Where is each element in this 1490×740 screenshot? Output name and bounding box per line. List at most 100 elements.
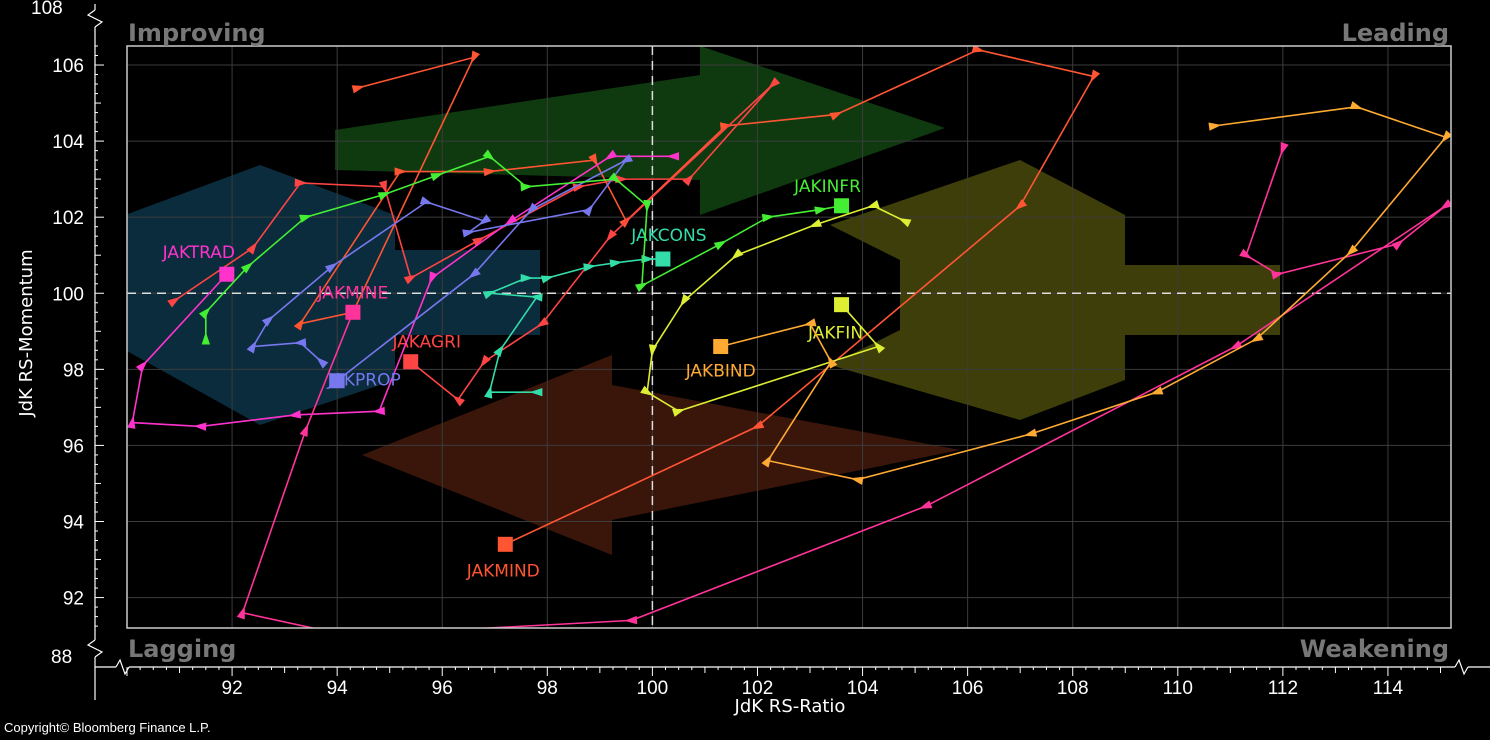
lagging-arrow (127, 165, 540, 425)
series-tail-line (646, 204, 905, 413)
series-label: JAKMINE (317, 283, 389, 303)
y-tick-label: 98 (63, 360, 84, 381)
tail-point-marker (429, 271, 438, 285)
tail-point-marker (430, 172, 444, 182)
tail-point-marker (520, 273, 534, 283)
tail-point-marker (529, 387, 543, 397)
x-axis-label: JdK RS-Ratio (734, 696, 846, 717)
copyright: Copyright© Bloomberg Finance L.P. (4, 720, 211, 735)
tail-point-marker (504, 214, 518, 226)
series-jaktrad: JAKTRAD (127, 149, 680, 431)
tail-point-marker (470, 50, 480, 64)
tail-point-marker (1014, 198, 1028, 211)
tail-point-marker (127, 415, 136, 429)
tail-point-marker (201, 331, 210, 345)
x-tick-label: 98 (537, 678, 558, 699)
tail-point-marker (971, 46, 985, 53)
tail-point-marker (682, 173, 694, 187)
tail-point-marker (293, 338, 307, 347)
tail-point-marker (482, 149, 495, 161)
tail-point-marker (606, 229, 618, 242)
series-tail-line (720, 106, 1448, 481)
quadrant-label-improving: Improving (128, 19, 266, 47)
tail-point-marker (299, 214, 313, 223)
tail-point-marker (378, 180, 387, 194)
tail-point-marker (468, 267, 481, 279)
x-tick-label: 110 (1163, 678, 1193, 699)
tail-point-marker (493, 344, 505, 358)
tail-point-marker (472, 236, 486, 247)
tail-point-marker (135, 360, 148, 373)
tail-point-marker (1023, 428, 1038, 437)
series-label: JAKCONS (630, 226, 706, 246)
tail-point-marker (324, 262, 338, 274)
tail-point-marker (372, 406, 385, 416)
series-label: JAKAGRI (391, 333, 461, 353)
tail-point-marker (803, 318, 817, 327)
tail-point-marker (526, 202, 539, 215)
head-point-marker (403, 354, 419, 370)
series-jakmine: JAKMINE (236, 142, 1451, 628)
leading-arrow (830, 160, 1280, 420)
x-tick-label: 106 (952, 678, 984, 699)
y-tick-label: 104 (52, 132, 84, 153)
series-layer: JAKMIND JAKAGRI JAKTRAD JAKMINE JAKPROP JAKCO… (127, 46, 1451, 628)
tail-point-marker (808, 218, 823, 228)
head-point-marker (329, 373, 345, 389)
y-tick-label: 100 (52, 284, 84, 305)
tail-point-marker (483, 167, 497, 177)
tail-point-marker (866, 200, 880, 208)
tail-point-marker (666, 152, 680, 161)
tail-point-marker (480, 354, 491, 368)
tail-point-marker (1090, 69, 1101, 83)
tail-point-marker (167, 296, 181, 308)
y-tick-label: 102 (52, 208, 84, 229)
head-point-marker (497, 536, 513, 552)
y-tick-label: 94 (63, 512, 85, 533)
weakening-arrow (362, 355, 960, 555)
tail-point-marker (641, 254, 655, 264)
tail-point-marker (1346, 244, 1359, 257)
tail-point-marker (713, 240, 727, 251)
head-point-marker (713, 339, 729, 355)
tail-point-marker (640, 385, 654, 396)
tail-point-marker (236, 606, 245, 620)
axis-ticks (95, 45, 1441, 676)
tail-point-marker (672, 408, 686, 417)
tail-point-marker (484, 385, 493, 399)
series-jakprop: JAKPROP (246, 153, 634, 391)
tail-point-marker (761, 213, 775, 223)
tail-point-marker (898, 217, 912, 228)
x-tick-label: 100 (637, 678, 669, 699)
quadrant-label-weakening: Weakening (1300, 635, 1449, 663)
series-tail-line (241, 148, 1447, 628)
y-axis-label: JdK RS-Momentum (16, 249, 37, 417)
tail-point-marker (193, 422, 207, 431)
series-label: JAKPROP (327, 371, 401, 391)
series-jakbind: JAKBIND (685, 101, 1451, 485)
tail-point-marker (288, 410, 302, 419)
tail-point-marker (761, 454, 772, 468)
tail-point-marker (478, 214, 492, 226)
tail-point-marker (731, 248, 744, 260)
tail-point-marker (768, 77, 781, 89)
tail-point-marker (351, 85, 365, 94)
tail-point-marker (1439, 199, 1451, 210)
tail-point-marker (394, 167, 408, 176)
tail-point-marker (873, 341, 886, 354)
tail-point-marker (299, 423, 309, 437)
tail-point-marker (634, 282, 649, 292)
tail-point-marker (609, 259, 623, 268)
tail-point-marker (462, 229, 476, 238)
tail-point-marker (520, 183, 534, 192)
tail-point-marker (536, 317, 550, 328)
head-point-marker (219, 266, 235, 282)
y-tick-label: 92 (63, 589, 84, 610)
head-point-marker (834, 198, 850, 214)
tick-labels: 92 94 96 98 100 102 104 106 108 110 112 114 92 94 96 98… (52, 56, 1403, 699)
tail-point-marker (719, 122, 733, 131)
tail-point-marker (403, 274, 417, 285)
tail-point-marker (1280, 142, 1289, 156)
tail-point-marker (751, 420, 765, 430)
